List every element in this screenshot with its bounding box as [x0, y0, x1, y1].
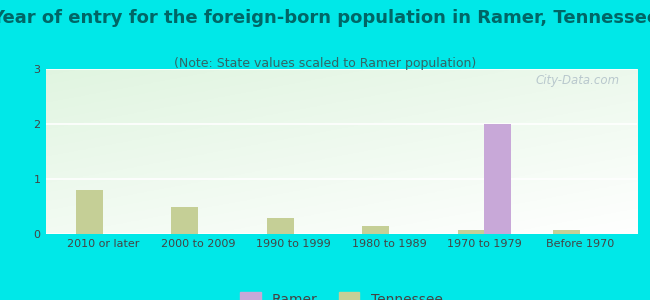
- Bar: [458, 230, 484, 234]
- Text: Year of entry for the foreign-born population in Ramer, Tennessee: Year of entry for the foreign-born popul…: [0, 9, 650, 27]
- Bar: [484, 124, 511, 234]
- Bar: [76, 190, 103, 234]
- Text: (Note: State values scaled to Ramer population): (Note: State values scaled to Ramer popu…: [174, 57, 476, 70]
- Bar: [172, 206, 198, 234]
- Text: City-Data.com: City-Data.com: [535, 74, 619, 87]
- Bar: [267, 218, 294, 234]
- Bar: [553, 230, 580, 234]
- Bar: [362, 226, 389, 234]
- Legend: Ramer, Tennessee: Ramer, Tennessee: [235, 287, 448, 300]
